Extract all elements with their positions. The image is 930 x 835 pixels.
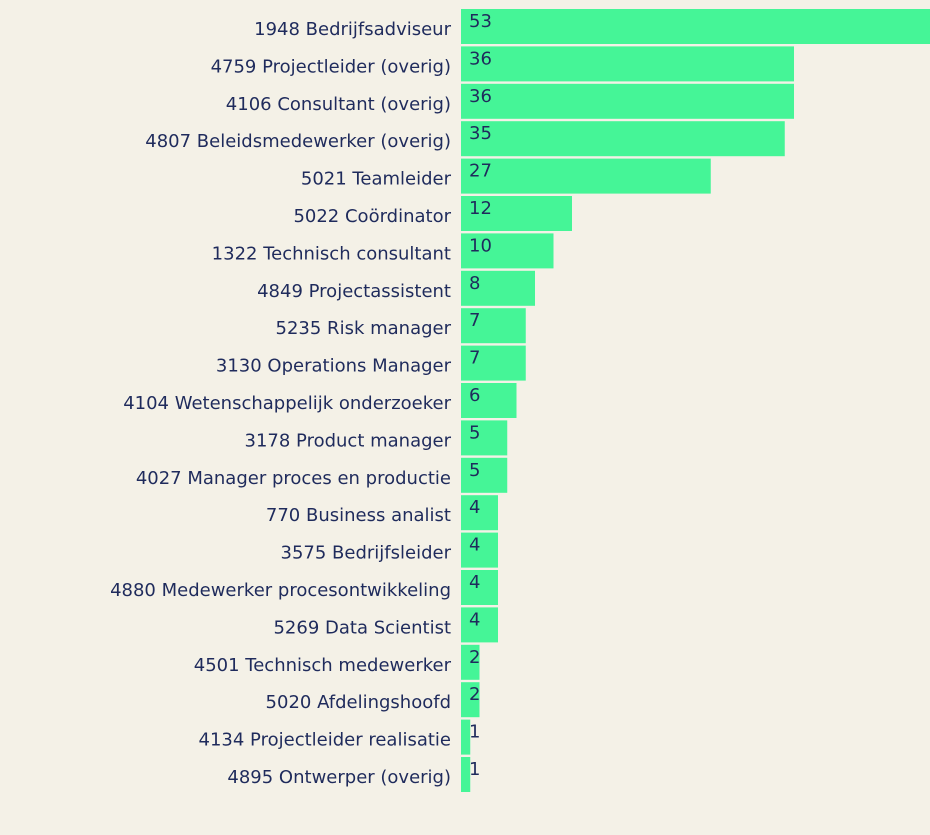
value-label: 8 (469, 273, 480, 294)
value-label: 4 (469, 572, 480, 593)
category-label: 5235 Risk manager (276, 318, 452, 339)
value-label: 35 (469, 123, 492, 144)
value-label: 12 (469, 198, 492, 219)
bar (461, 682, 480, 718)
bar (461, 532, 498, 568)
value-label: 27 (469, 161, 492, 182)
value-label: 36 (469, 48, 492, 69)
category-label: 3130 Operations Manager (216, 356, 452, 377)
value-label: 1 (469, 759, 480, 780)
category-label: 3575 Bedrijfsleider (281, 543, 452, 564)
value-label: 36 (469, 86, 492, 107)
category-label: 5269 Data Scientist (273, 617, 451, 638)
bar (461, 270, 535, 306)
value-label: 4 (469, 609, 480, 630)
category-label: 4849 Projectassistent (257, 281, 451, 302)
bar (461, 457, 508, 493)
category-label: 4880 Medewerker procesontwikkeling (110, 580, 451, 601)
category-label: 4134 Projectleider realisatie (199, 730, 451, 751)
bar (461, 158, 711, 194)
bar (461, 308, 526, 344)
bar (461, 345, 526, 381)
bar (461, 383, 517, 418)
bar (461, 83, 794, 119)
category-label: 5021 Teamleider (301, 169, 452, 190)
category-label: 5020 Afdelingshoofd (266, 692, 451, 713)
bar (461, 644, 480, 680)
category-label: 4807 Beleidsmedewerker (overig) (145, 131, 451, 152)
category-label: 4104 Wetenschappelijk onderzoeker (123, 393, 451, 414)
value-label: 4 (469, 497, 480, 518)
bar (461, 233, 554, 269)
category-label: 4759 Projectleider (overig) (211, 56, 451, 77)
bar (461, 757, 471, 792)
value-label: 6 (469, 385, 480, 406)
bar (461, 46, 794, 82)
value-label: 4 (469, 535, 480, 556)
bar (461, 9, 930, 44)
value-label: 7 (469, 348, 480, 369)
bar (461, 121, 785, 157)
category-label: 4106 Consultant (overig) (226, 94, 451, 115)
category-label: 4895 Ontwerper (overig) (227, 767, 451, 788)
value-label: 5 (469, 460, 480, 481)
value-label: 10 (469, 235, 492, 256)
bar (461, 196, 572, 231)
bar (461, 495, 498, 531)
value-label: 53 (469, 11, 492, 32)
category-label: 4027 Manager proces en productie (136, 468, 451, 489)
value-label: 7 (469, 310, 480, 331)
bar (461, 607, 498, 643)
category-label: 1948 Bedrijfsadviseur (254, 19, 451, 40)
value-label: 1 (469, 722, 480, 743)
category-label: 3178 Product manager (245, 430, 452, 451)
value-label: 5 (469, 422, 480, 443)
category-label: 4501 Technisch medewerker (194, 655, 452, 676)
category-label: 770 Business analist (266, 505, 451, 526)
bar (461, 420, 508, 456)
category-label: 1322 Technisch consultant (212, 243, 451, 264)
value-label: 2 (469, 647, 480, 668)
bar (461, 719, 471, 755)
category-label: 5022 Coördinator (293, 206, 451, 227)
bar (461, 570, 498, 605)
value-label: 2 (469, 684, 480, 705)
